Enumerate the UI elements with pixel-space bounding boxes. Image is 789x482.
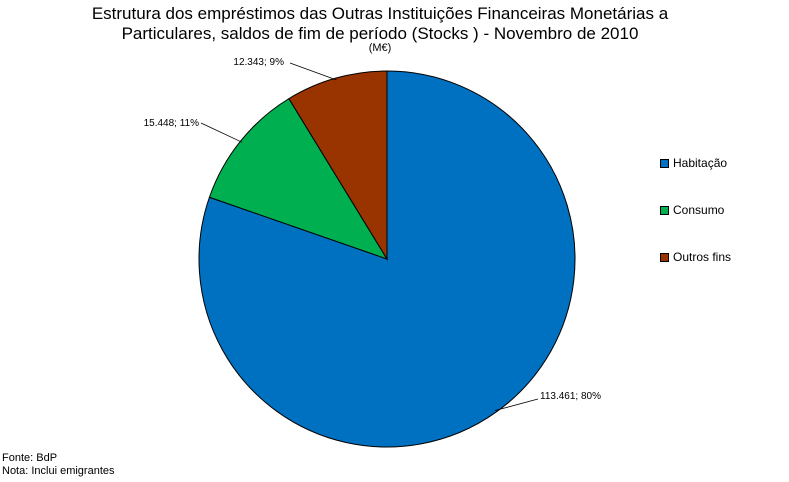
leader-line-0: [494, 398, 539, 411]
chart-subtitle: (M€): [368, 42, 392, 54]
legend-item-outros-fins: Outros fins: [660, 249, 731, 265]
legend-swatch-habitacao: [660, 158, 669, 168]
leader-line-2: [289, 62, 337, 81]
leader-line-1: [200, 122, 243, 143]
legend-label-outros-fins: Outros fins: [673, 250, 732, 264]
legend-swatch-consumo: [660, 205, 669, 215]
data-label-1: 15.448; 11%: [144, 118, 200, 129]
legend-item-consumo: Consumo: [660, 202, 731, 218]
legend-label-habitacao: Habitação: [673, 156, 728, 170]
chart-title-line-2: Particulares, saldos de fim de período (…: [121, 24, 639, 43]
pie-slice-1: [208, 97, 389, 260]
data-label-0: 113.461; 80%: [540, 391, 601, 402]
source-note: Fonte: BdP: [2, 452, 58, 464]
legend-item-habitacao: Habitação: [660, 155, 731, 171]
legend: Habitação Consumo Outros fins: [660, 155, 731, 296]
chart-title-line-1: Estrutura dos empréstimos das Outras Ins…: [91, 4, 669, 23]
footer: Fonte: BdP Nota: Inclui emigrantes: [2, 452, 115, 478]
legend-label-consumo: Consumo: [673, 203, 725, 217]
chart-title: Estrutura dos empréstimos das Outras Ins…: [0, 4, 760, 44]
pie-slice-2: [288, 70, 388, 261]
legend-swatch-outros-fins: [660, 252, 669, 262]
emigrants-note: Nota: Inclui emigrantes: [2, 465, 115, 477]
data-label-2: 12.343; 9%: [233, 57, 284, 68]
